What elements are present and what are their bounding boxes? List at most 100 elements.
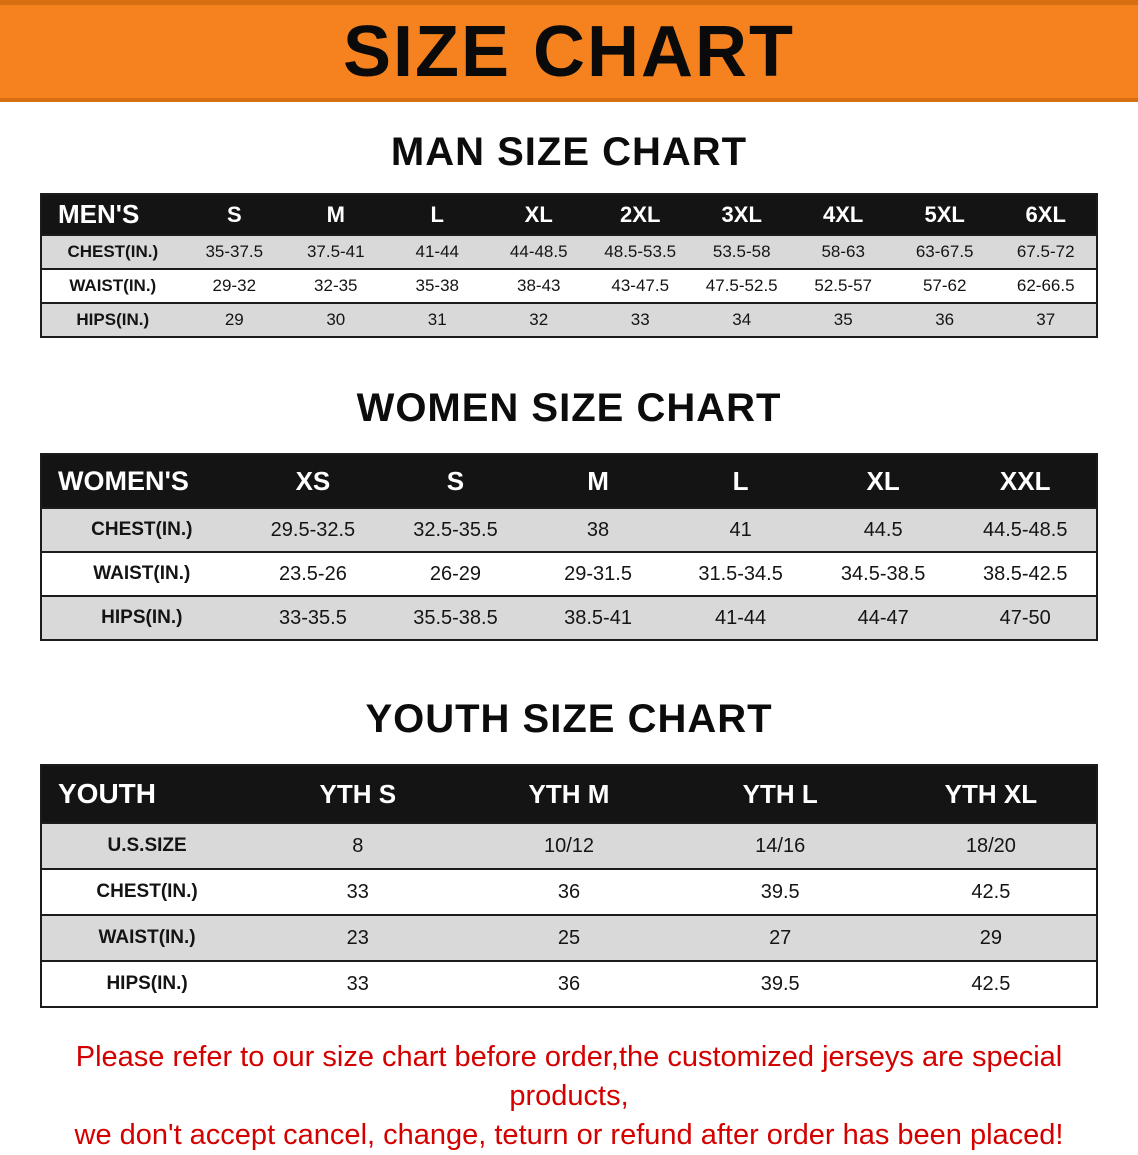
measurement-value: 52.5-57	[814, 276, 873, 295]
measurement-value: 36	[557, 880, 581, 903]
measurement-value: 30	[326, 310, 346, 329]
table-header-row: YOUTH YTH S YTH M YTH L YTH XL	[41, 765, 1097, 823]
table-row: WAIST(IN.) 23 25 27 29	[41, 915, 1097, 961]
measurement-value: 27	[769, 926, 792, 949]
men-size-table: MEN'S S M L XL 2XL 3XL 4XL 5XL 6XL CHEST(IN.) 35-37…	[40, 193, 1098, 338]
women-section-heading: WOMEN SIZE CHART	[356, 386, 782, 430]
table-row: HIPS(IN.) 33-35.5 35.5-38.5 38.5-41 41-44 44-…	[41, 596, 1097, 640]
size-chart-table: YOUTH YTH S YTH M YTH L YTH XL U.S.SIZE 8 10/12…	[40, 764, 1098, 1008]
table-row: U.S.SIZE 8 10/12 14/16 18/20	[41, 823, 1097, 869]
table-row: HIPS(IN.) 29 30 31 32 33 34 35 36 37	[41, 303, 1097, 337]
table-header-row: MEN'S S M L XL 2XL 3XL 4XL 5XL 6XL	[41, 194, 1097, 235]
measurement-value: 39.5	[760, 972, 800, 995]
measurement-value: 33-35.5	[278, 606, 347, 629]
size-column-header: 3XL	[690, 194, 793, 235]
measurement-value: 25	[557, 926, 581, 949]
size-column-header: S	[183, 194, 286, 235]
measurement-value: 67.5-72	[1016, 242, 1075, 261]
measurement-value: 38.5-42.5	[982, 562, 1068, 585]
measurement-value: 32	[529, 310, 549, 329]
measurement-value: 18/20	[965, 834, 1016, 857]
measurement-value: 31.5-34.5	[698, 562, 783, 585]
table-row: CHEST(IN.) 29.5-32.5 32.5-35.5 38 41 44.5 44.5…	[41, 508, 1097, 552]
measurement-value: 29.5-32.5	[270, 518, 356, 541]
measurement-value: 35.5-38.5	[413, 606, 498, 629]
measurement-value: 43-47.5	[611, 276, 670, 295]
measurement-value: 33	[630, 310, 650, 329]
size-column-header: 5XL	[893, 194, 996, 235]
measurement-value: 31	[427, 310, 447, 329]
table-row: HIPS(IN.) 33 36 39.5 42.5	[41, 961, 1097, 1007]
measurement-value: 34	[732, 310, 752, 329]
table-group-label: WOMEN'S	[41, 454, 242, 508]
measurement-value: 35-37.5	[205, 242, 264, 261]
size-column-header: M	[285, 194, 387, 235]
measurement-value: 33	[346, 972, 369, 995]
measurement-value: 44.5-48.5	[982, 518, 1068, 541]
measurement-value: 38-43	[517, 276, 561, 295]
size-column-header: XL	[488, 194, 590, 235]
size-column-header: M	[526, 454, 670, 508]
measurement-value: 32-35	[314, 276, 358, 295]
page-title: SIZE CHART	[343, 11, 795, 92]
size-column-header: 6XL	[995, 194, 1097, 235]
table-header-row: WOMEN'S XS S M L XL XXL	[41, 454, 1097, 508]
measurement-value: 26-29	[429, 562, 482, 585]
measurement-value: 47.5-52.5	[705, 276, 778, 295]
measurement-value: 41	[729, 518, 752, 541]
size-chart-table: WOMEN'S XS S M L XL XXL CHEST(IN.) 29.5-32.5 32.5…	[40, 453, 1098, 641]
measurement-value: 32.5-35.5	[413, 518, 498, 541]
measurement-value: 29	[979, 926, 1003, 949]
table-row: WAIST(IN.) 29-32 32-35 35-38 38-43 43-47.5 47.…	[41, 269, 1097, 303]
size-column-header: L	[669, 454, 812, 508]
measurement-label: WAIST(IN.)	[69, 276, 157, 295]
size-column-header: YTH M	[463, 765, 675, 823]
measurement-value: 29-31.5	[564, 562, 632, 585]
measurement-value: 34.5-38.5	[840, 562, 926, 585]
size-column-header: 4XL	[792, 194, 894, 235]
size-column-header: YTH XL	[885, 765, 1097, 823]
measurement-label: CHEST(IN.)	[67, 242, 159, 261]
disclaimer-line: Please refer to our size chart before or…	[75, 1041, 1063, 1113]
measurement-value: 44-47	[857, 606, 909, 629]
measurement-value: 35-38	[415, 276, 459, 295]
size-column-header: S	[384, 454, 527, 508]
measurement-value: 41-44	[415, 242, 459, 261]
measurement-label: HIPS(IN.)	[101, 607, 183, 628]
measurement-value: 37	[1036, 310, 1056, 329]
women-size-table: WOMEN'S XS S M L XL XXL CHEST(IN.) 29.5-32.5 32.5…	[40, 453, 1098, 641]
size-column-header: YTH L	[674, 765, 886, 823]
table-group-label: YOUTH	[41, 765, 253, 823]
table-group-label: MEN'S	[41, 194, 184, 235]
measurement-value: 48.5-53.5	[604, 242, 677, 261]
measurement-value: 58-63	[821, 242, 865, 261]
table-row: CHEST(IN.) 33 36 39.5 42.5	[41, 869, 1097, 915]
measurement-label: WAIST(IN.)	[98, 927, 196, 948]
measurement-value: 35	[833, 310, 853, 329]
size-column-header: L	[386, 194, 488, 235]
measurement-value: 62-66.5	[1016, 276, 1075, 295]
measurement-value: 10/12	[543, 834, 595, 857]
size-column-header: 2XL	[589, 194, 691, 235]
measurement-value: 29-32	[212, 276, 257, 295]
measurement-value: 29	[224, 310, 244, 329]
measurement-value: 8	[352, 834, 364, 857]
size-chart-table: MEN'S S M L XL 2XL 3XL 4XL 5XL 6XL CHEST(IN.) 35-37…	[40, 193, 1098, 338]
size-column-header: XS	[241, 454, 385, 508]
disclaimer-line: we don't accept cancel, change, teturn o…	[74, 1119, 1064, 1152]
table-row: CHEST(IN.) 35-37.5 37.5-41 41-44 44-48.5 48.5…	[41, 235, 1097, 269]
size-column-header: XL	[811, 454, 955, 508]
size-column-header: YTH S	[252, 765, 464, 823]
measurement-value: 39.5	[760, 880, 800, 903]
measurement-value: 42.5	[971, 880, 1011, 903]
measurement-value: 14/16	[755, 834, 806, 857]
measurement-value: 36	[935, 310, 955, 329]
measurement-value: 36	[557, 972, 581, 995]
size-chart-banner: SIZE CHART	[0, 0, 1138, 102]
youth-size-section: YOUTH SIZE CHART YOUTH YTH S YTH M YTH L YTH…	[0, 697, 1138, 1008]
measurement-label: CHEST(IN.)	[96, 881, 198, 902]
measurement-value: 63-67.5	[915, 242, 974, 261]
women-size-section: WOMEN SIZE CHART WOMEN'S XS S M L XL XXL CHEST(…	[0, 386, 1138, 641]
measurement-value: 41-44	[715, 606, 767, 629]
measurement-label: HIPS(IN.)	[106, 973, 188, 994]
